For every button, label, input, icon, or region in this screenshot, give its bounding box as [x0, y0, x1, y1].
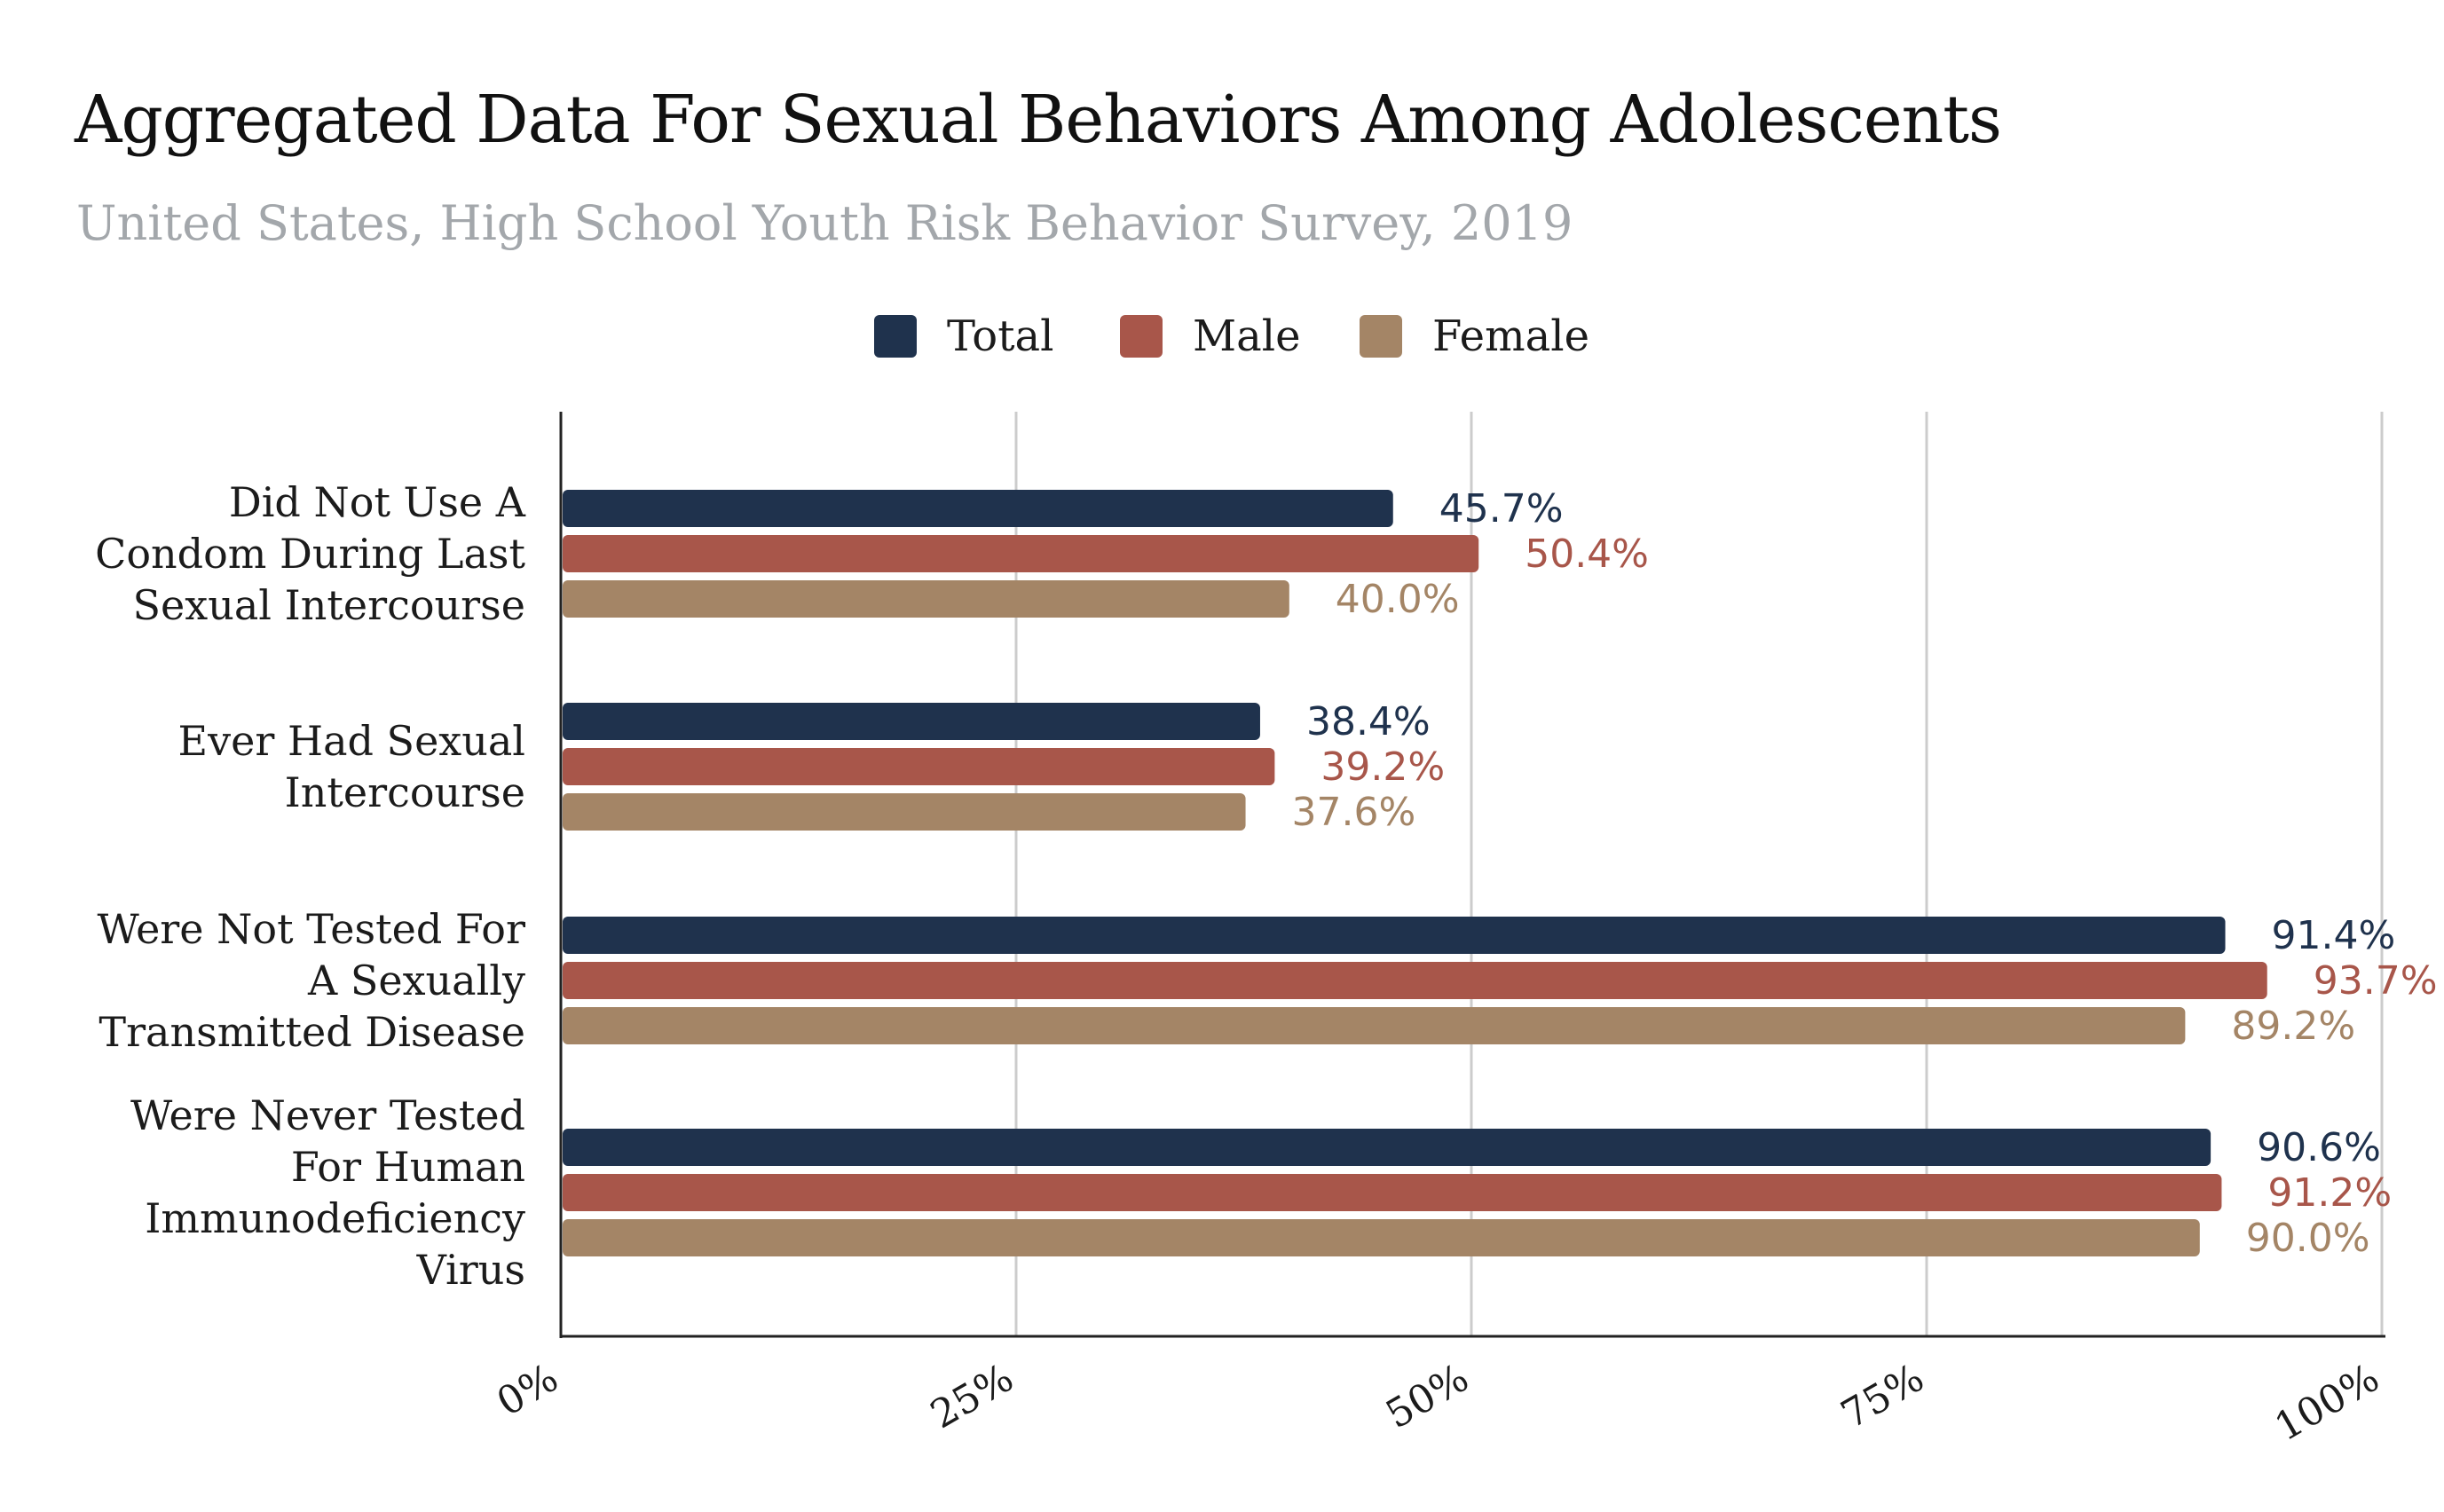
- bar: [563, 1129, 2211, 1166]
- category-labels: Did Not Use A Condom During Last Sexual In…: [95, 478, 526, 1294]
- legend-swatch: [1120, 315, 1163, 358]
- bar: [563, 748, 1275, 785]
- category-label-line: Were Not Tested For: [98, 905, 525, 953]
- data-label: 89.2%: [2231, 1004, 2355, 1049]
- x-tick-label: 75%: [1833, 1355, 1931, 1437]
- category-label-line: Intercourse: [285, 768, 525, 816]
- legend: Total Male Female: [874, 311, 1589, 361]
- data-label: 38.4%: [1306, 699, 1431, 744]
- bar: [563, 962, 2267, 999]
- data-label: 40.0%: [1336, 577, 1460, 622]
- category-label: Ever Had Sexual Intercourse: [178, 717, 525, 816]
- category-label-line: Sexual Intercourse: [133, 581, 525, 629]
- bars: [563, 490, 2267, 1256]
- legend-label: Total: [947, 311, 1053, 361]
- category-label: Were Never Tested For Human Immunodeficien…: [130, 1091, 525, 1294]
- legend-label: Female: [1432, 311, 1589, 361]
- bar: [563, 703, 1260, 740]
- bar: [563, 1007, 2186, 1044]
- bar: [563, 490, 1393, 527]
- category-label-line: Ever Had Sexual: [178, 717, 525, 765]
- category-label-line: Did Not Use A: [229, 478, 526, 526]
- data-label: 39.2%: [1321, 744, 1445, 790]
- chart-subtitle: United States, High School Youth Risk Be…: [76, 195, 1573, 251]
- legend-swatch: [1360, 315, 1402, 358]
- x-tick-label: 100%: [2267, 1355, 2386, 1450]
- category-label-line: For Human: [291, 1143, 525, 1191]
- category-label-line: Immunodeficiency: [145, 1194, 525, 1242]
- bar: [563, 1174, 2222, 1211]
- x-tick-label: 0%: [490, 1355, 566, 1425]
- data-label: 90.0%: [2246, 1216, 2370, 1261]
- data-label: 45.7%: [1439, 486, 1564, 532]
- bar: [563, 1219, 2200, 1256]
- data-label: 91.4%: [2272, 913, 2396, 958]
- data-labels: 45.7% 38.4% 91.4% 90.6% 50.4% 39.2% 93.7% 91.2%…: [1292, 486, 2438, 1261]
- data-label: 93.7%: [2314, 958, 2438, 1004]
- x-tick-labels: 0% 25% 50% 75% 100%: [490, 1355, 2387, 1450]
- bar: [563, 535, 1479, 572]
- category-label-line: Transmitted Disease: [99, 1008, 525, 1056]
- legend-label: Male: [1193, 311, 1301, 361]
- category-label-line: A Sexually: [307, 957, 525, 1004]
- data-label: 91.2%: [2267, 1170, 2392, 1216]
- data-label: 50.4%: [1525, 532, 1649, 577]
- category-label-line: Were Never Tested: [130, 1091, 525, 1139]
- bar: [563, 793, 1246, 831]
- data-label: 37.6%: [1292, 790, 1416, 835]
- x-tick-label: 50%: [1378, 1355, 1476, 1437]
- bar: [563, 580, 1289, 618]
- category-label: Were Not Tested For A Sexually Transmitted…: [98, 905, 525, 1056]
- axes: [559, 412, 2385, 1338]
- x-tick-label: 25%: [923, 1355, 1021, 1437]
- category-label-line: Condom During Last: [95, 530, 525, 578]
- legend-swatch: [874, 315, 917, 358]
- category-label-line: Virus: [416, 1246, 525, 1294]
- chart-title: Aggregated Data For Sexual Behaviors Amo…: [75, 82, 2002, 158]
- category-label: Did Not Use A Condom During Last Sexual In…: [95, 478, 526, 629]
- bar: [563, 917, 2226, 954]
- data-label: 90.6%: [2257, 1125, 2381, 1170]
